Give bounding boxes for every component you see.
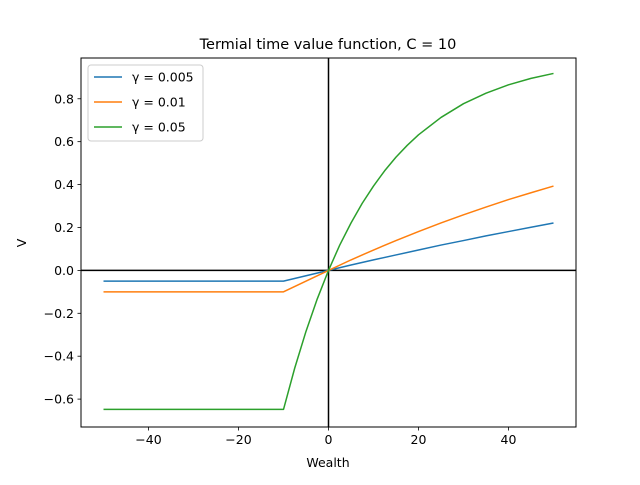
chart-title: Termial time value function, C = 10 [199,37,457,53]
y-axis-ticks: −0.6 −0.4 −0.2 0.0 0.2 0.4 0.6 0.8 [44,91,81,407]
legend-label-1: γ = 0.005 [132,70,194,85]
series-layer [103,72,554,411]
y-tick-label: 0.0 [54,263,74,278]
x-tick-label: −20 [225,432,251,447]
legend-label-2: γ = 0.01 [132,95,186,110]
x-axis-label: Wealth [306,455,349,470]
series-line-3 [103,72,554,411]
y-axis-label: V [14,238,29,247]
y-tick-label: 0.2 [54,220,74,235]
y-tick-label: 0.8 [54,91,74,106]
y-tick-label: 0.6 [54,134,74,149]
legend-box [87,64,204,142]
x-tick-label: −40 [135,432,161,447]
legend-items: γ = 0.005 γ = 0.01 γ = 0.05 [94,70,194,135]
x-tick-label: 20 [411,432,427,447]
y-tick-label: −0.4 [44,349,74,364]
y-tick-label: 0.4 [54,177,74,192]
y-tick-label: −0.2 [44,306,74,321]
x-axis-ticks: −40 −20 0 20 40 [135,427,516,447]
legend: γ = 0.005 γ = 0.01 γ = 0.05 [87,64,204,142]
y-tick-label: −0.6 [44,392,74,407]
x-tick-label: 40 [501,432,517,447]
x-tick-label: 0 [325,432,333,447]
plot-area-frame [80,57,577,428]
legend-label-3: γ = 0.05 [132,120,186,135]
